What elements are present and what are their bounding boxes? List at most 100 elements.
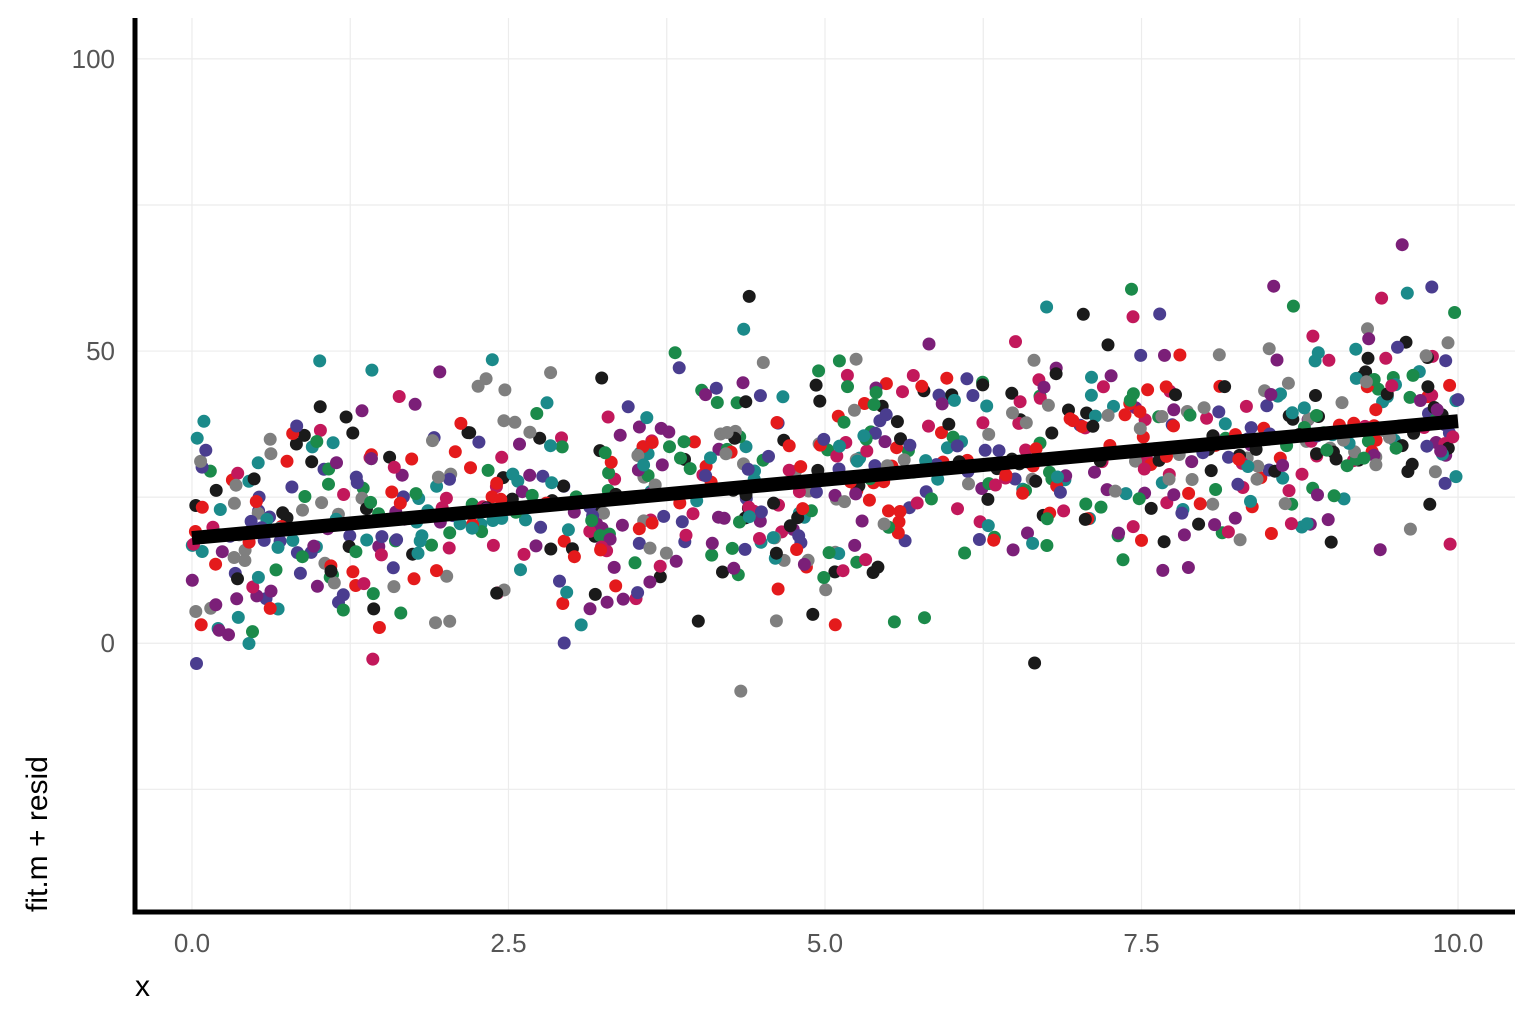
data-point xyxy=(1282,484,1296,498)
data-point xyxy=(603,532,617,546)
data-point xyxy=(645,436,659,449)
data-point xyxy=(675,515,689,529)
data-point xyxy=(915,379,929,393)
data-point xyxy=(840,368,854,382)
data-point xyxy=(753,389,767,403)
data-point xyxy=(1300,517,1314,531)
data-point xyxy=(601,410,615,424)
data-point xyxy=(976,416,990,430)
data-point xyxy=(742,289,756,303)
data-point xyxy=(251,570,265,584)
data-point xyxy=(1379,351,1393,365)
data-point xyxy=(1027,353,1041,367)
data-point xyxy=(924,492,938,506)
data-point xyxy=(1359,375,1373,389)
data-point xyxy=(385,485,399,499)
data-point xyxy=(1430,403,1444,417)
data-point xyxy=(663,440,676,454)
data-point xyxy=(1029,442,1043,456)
data-point xyxy=(598,446,612,460)
data-point xyxy=(1126,310,1140,324)
data-point xyxy=(557,636,571,650)
data-point xyxy=(595,371,609,385)
data-point xyxy=(739,395,753,409)
data-point xyxy=(1005,386,1019,400)
data-point xyxy=(887,615,901,629)
data-point xyxy=(1057,504,1071,518)
data-point xyxy=(1159,380,1173,394)
data-point xyxy=(1134,348,1148,362)
data-point xyxy=(753,532,766,545)
data-point xyxy=(194,454,208,468)
data-point xyxy=(632,536,646,550)
data-point xyxy=(828,488,842,502)
data-point xyxy=(850,454,864,468)
data-point xyxy=(891,526,905,540)
data-point xyxy=(999,468,1013,482)
data-point xyxy=(742,510,756,524)
data-point xyxy=(1239,399,1253,413)
x-tick-label: 7.5 xyxy=(1123,928,1159,958)
data-point xyxy=(297,428,311,442)
data-point xyxy=(251,456,265,470)
data-point xyxy=(738,542,752,556)
data-point xyxy=(817,432,831,446)
data-point xyxy=(754,505,768,519)
data-point xyxy=(593,529,607,543)
data-point xyxy=(792,529,806,543)
data-point xyxy=(1118,408,1132,422)
data-point xyxy=(809,378,823,392)
data-point xyxy=(553,574,566,588)
data-point xyxy=(699,388,712,402)
data-point xyxy=(705,548,719,562)
data-point xyxy=(1267,279,1281,293)
data-point xyxy=(1144,501,1158,515)
data-point xyxy=(1451,393,1465,407)
data-point xyxy=(1357,451,1371,465)
data-point xyxy=(674,451,687,465)
data-point xyxy=(386,561,400,575)
data-point xyxy=(782,439,796,453)
data-point xyxy=(519,513,532,527)
data-point xyxy=(1088,409,1102,423)
data-point xyxy=(540,396,554,410)
data-point xyxy=(295,550,309,564)
data-point xyxy=(454,416,468,430)
data-point xyxy=(632,420,646,434)
data-point xyxy=(1419,349,1433,363)
data-point xyxy=(364,452,378,466)
data-point xyxy=(1278,497,1292,511)
data-point xyxy=(1037,380,1051,394)
data-point xyxy=(1385,379,1399,393)
data-point xyxy=(867,398,881,411)
data-point xyxy=(770,416,784,429)
data-point xyxy=(231,466,245,480)
data-point xyxy=(545,476,559,490)
data-point xyxy=(556,597,570,610)
data-point xyxy=(442,541,456,555)
data-point xyxy=(1084,388,1098,402)
data-point xyxy=(1094,500,1108,514)
data-point xyxy=(395,468,409,482)
data-point xyxy=(189,605,203,618)
data-point xyxy=(855,514,869,528)
data-point xyxy=(1320,443,1334,457)
data-point xyxy=(276,506,290,520)
data-point xyxy=(1088,465,1101,479)
data-point xyxy=(463,426,477,440)
data-point xyxy=(766,531,780,545)
data-point xyxy=(1218,417,1232,431)
data-point xyxy=(686,507,700,521)
data-point xyxy=(1192,517,1206,531)
data-point xyxy=(364,495,378,509)
data-point xyxy=(479,372,493,386)
data-point xyxy=(249,495,263,508)
data-point xyxy=(1112,526,1126,540)
data-point xyxy=(643,541,657,555)
data-point xyxy=(1076,307,1090,321)
data-point xyxy=(1075,420,1089,433)
data-point xyxy=(836,564,850,578)
data-point xyxy=(662,425,676,439)
x-axis-title: x xyxy=(135,970,150,1003)
data-point xyxy=(980,399,994,413)
